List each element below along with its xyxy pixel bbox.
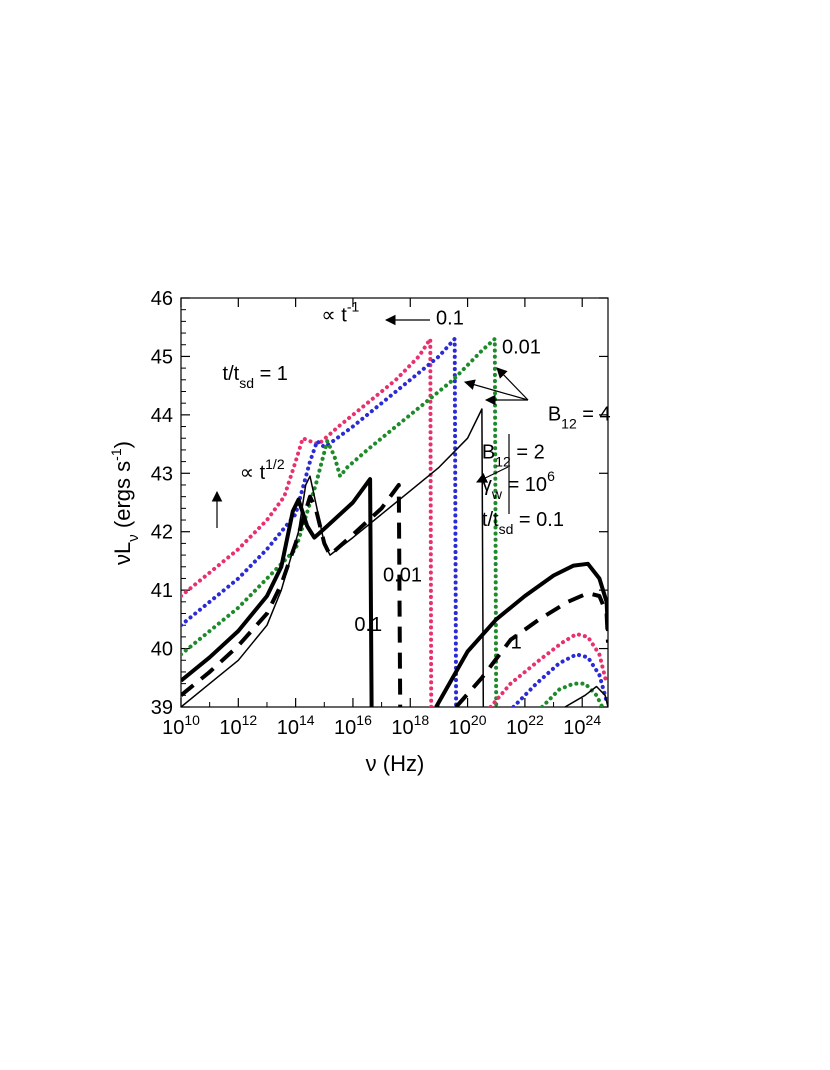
y-tick-label: 39	[151, 697, 173, 719]
annotation-label: ∝ t1/2	[240, 456, 285, 484]
arrow-b4-2	[463, 379, 529, 401]
annotation-label: t/tsd = 0.1	[482, 509, 564, 537]
annotation-label: B12 = 2	[482, 442, 545, 470]
annotation-label: 0.1	[436, 307, 464, 329]
series-hi-b2-t0.1	[454, 591, 608, 707]
x-tick-label: 1012	[219, 712, 257, 739]
annotation-label: γw = 106	[482, 468, 555, 502]
x-tick-label: 1020	[449, 712, 487, 739]
series-b2-t0.1	[181, 483, 403, 707]
y-tick-label: 40	[151, 639, 173, 661]
plot-frame	[180, 297, 609, 708]
x-tick-label: 1016	[334, 712, 372, 739]
annotation-label: t/tsd = 1	[223, 363, 288, 391]
y-axis-label: νLν (ergs s-1)	[108, 441, 142, 565]
y-tick-label: 44	[151, 405, 173, 427]
series-hi-b4-t1	[488, 632, 608, 707]
series-b4-t0.01	[181, 336, 499, 707]
y-tick-label: 43	[151, 463, 173, 485]
y-tick-label: 42	[151, 522, 173, 544]
annotation-label: 0.01	[383, 564, 422, 586]
arrow-b4-3	[496, 367, 529, 401]
x-tick-label: 1014	[277, 712, 315, 739]
arrow-b2	[476, 466, 509, 483]
y-tick-label: 41	[151, 580, 173, 602]
annotation-label: ∝ t-1	[321, 298, 359, 326]
y-tick-label: 46	[151, 288, 173, 310]
series-hi-b2-t1	[434, 561, 608, 707]
annotation-label: 0.01	[502, 337, 541, 359]
x-tick-label: 1022	[506, 712, 544, 739]
svg-text:ν (Hz): ν (Hz)	[366, 751, 425, 776]
series-b2-t1	[181, 477, 374, 707]
x-tick-label: 1018	[391, 712, 429, 739]
y-tick-label: 45	[151, 346, 173, 368]
series-hi-b4-t0.1	[511, 652, 608, 707]
x-tick-label: 1024	[563, 712, 601, 739]
annotation-label: 0.1	[354, 614, 382, 636]
svg-text:νLν (ergs s-1): νLν (ergs s-1)	[108, 441, 142, 565]
series-b4-t1	[181, 336, 434, 707]
annotation-label: 1	[511, 632, 522, 654]
x-tick-label: 1010	[162, 712, 200, 739]
series-b2-t0.01	[181, 408, 485, 707]
series-hi-b2-t0.01	[564, 685, 608, 707]
annotation-label: B12 = 4	[548, 404, 611, 432]
annotation-arrows	[211, 314, 529, 528]
x-axis-label: ν (Hz)	[366, 751, 425, 776]
